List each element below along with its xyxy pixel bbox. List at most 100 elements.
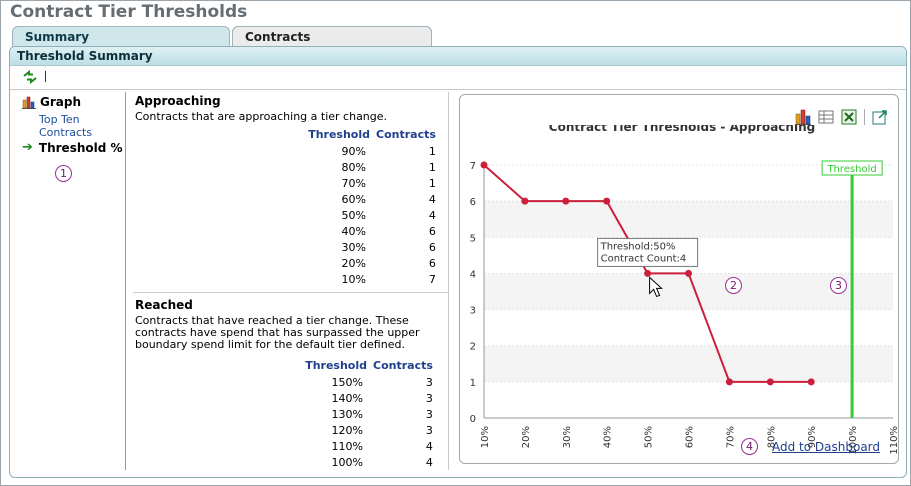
callout-3: 3: [830, 277, 847, 294]
threshold-label: Threshold: [826, 164, 876, 175]
table-row: 10% 7: [287, 271, 436, 287]
mouse-cursor-icon: [649, 276, 663, 298]
approaching-title: Approaching: [135, 94, 221, 108]
data-point: [685, 269, 692, 277]
y-tick-label: 1: [470, 378, 476, 389]
threshold-tables: Approaching Contracts that are approachi…: [127, 92, 449, 470]
threshold-cell: 30%: [341, 240, 366, 254]
threshold-cell: 10%: [341, 272, 366, 286]
contracts-cell: 3: [425, 375, 433, 389]
data-point: [521, 197, 529, 205]
threshold-cell: 40%: [341, 224, 366, 238]
reached-description: Contracts that have reached a tier chang…: [135, 314, 420, 351]
x-tick-label: 30%: [562, 426, 573, 448]
nav-graph-label: Graph: [40, 95, 81, 109]
table-row: 40% 6: [287, 223, 436, 239]
grid-band: [484, 273, 893, 310]
threshold-cell: 110%: [331, 439, 363, 453]
data-point: [603, 197, 611, 205]
reached-title: Reached: [135, 298, 193, 312]
x-tick-label: 40%: [603, 426, 614, 448]
contracts-cell: 3: [425, 391, 433, 405]
data-point: [480, 161, 488, 169]
threshold-cell: 150%: [331, 375, 363, 389]
nav-current-label: Threshold %: [38, 140, 123, 155]
y-tick-label: 5: [470, 233, 476, 244]
chart-title: Contract Tier Thresholds - Approaching: [549, 125, 815, 134]
reached-table: Threshold Contracts 150% 3 140% 3 130% 3 120% 3…: [284, 357, 433, 470]
data-point: [766, 378, 774, 386]
contracts-cell: 6: [428, 256, 436, 270]
col-threshold: Threshold: [308, 128, 370, 141]
callout-4: 4: [741, 438, 758, 455]
x-tick-label: 60%: [685, 426, 696, 448]
table-row: 100% 4: [284, 454, 433, 470]
y-tick-label: 7: [470, 161, 476, 172]
excel-export-icon[interactable]: [841, 109, 857, 125]
tooltip-line2: Contract Count:4: [601, 253, 687, 264]
data-point: [644, 269, 652, 277]
toolbar-separator: [45, 71, 46, 82]
tooltip-line1: Threshold:50%: [600, 241, 676, 252]
left-nav: Graph Top Ten Contracts ➔ Threshold % 1: [10, 92, 126, 470]
nav-top-ten-line2: Contracts: [39, 126, 93, 139]
grid-band: [484, 201, 893, 238]
col-threshold: Threshold: [305, 359, 367, 372]
threshold-cell: 130%: [331, 407, 363, 421]
threshold-cell: 90%: [341, 144, 366, 158]
col-contracts: Contracts: [376, 128, 436, 141]
callout-2: 2: [725, 277, 742, 294]
nav-top-ten-contracts[interactable]: Top Ten Contracts: [39, 113, 92, 139]
y-tick-label: 0: [470, 414, 476, 425]
x-tick-label: 10%: [480, 426, 491, 448]
table-row: 90% 1: [287, 143, 436, 159]
table-row: 30% 6: [287, 239, 436, 255]
nav-graph-heading: Graph: [22, 95, 81, 109]
table-row: 150% 3: [284, 374, 433, 390]
table-row: 130% 3: [284, 406, 433, 422]
tab-contracts[interactable]: Contracts: [232, 26, 432, 46]
y-tick-label: 6: [470, 197, 476, 208]
arrow-right-icon: ➔: [22, 140, 33, 155]
threshold-cell: 120%: [331, 423, 363, 437]
threshold-label-box: [821, 160, 883, 176]
x-tick-label: 50%: [644, 426, 655, 448]
x-tick-label: 110%: [889, 426, 900, 455]
data-point: [807, 378, 815, 386]
x-tick-label: 80%: [766, 426, 777, 448]
contracts-cell: 4: [428, 208, 436, 222]
grid-view-icon[interactable]: [818, 109, 834, 125]
table-row: 110% 4: [284, 438, 433, 454]
refresh-icon[interactable]: [22, 70, 38, 84]
y-tick-label: 4: [470, 269, 476, 280]
threshold-cell: 70%: [341, 176, 366, 190]
add-to-dashboard-link[interactable]: Add to Dashboard: [772, 440, 881, 454]
approaching-table: Threshold Contracts 90% 1 80% 1 70% 1 60% 4 50% 4…: [287, 126, 436, 287]
x-tick-label: 90%: [807, 426, 818, 448]
nav-top-ten-line1: Top Ten: [39, 113, 80, 126]
x-tick-label: 100%: [848, 426, 859, 455]
data-point: [562, 197, 570, 205]
contracts-cell: 4: [425, 455, 433, 469]
bar-chart-icon[interactable]: [795, 109, 811, 125]
y-tick-label: 2: [470, 342, 476, 353]
contracts-cell: 6: [428, 224, 436, 238]
tooltip-box: [597, 237, 699, 267]
popout-icon[interactable]: [872, 109, 888, 125]
threshold-cell: 60%: [341, 192, 366, 206]
data-point: [725, 378, 733, 386]
contracts-cell: 3: [425, 407, 433, 421]
table-row: 120% 3: [284, 422, 433, 438]
tab-summary[interactable]: Summary: [12, 26, 230, 47]
contracts-cell: 1: [428, 160, 436, 174]
panel-title: Threshold Summary: [10, 47, 906, 66]
contracts-cell: 3: [425, 423, 433, 437]
page-title: Contract Tier Thresholds: [10, 2, 248, 22]
threshold-line-chart: Contract Tier Thresholds - Approaching 0…: [470, 125, 900, 455]
table-row: 140% 3: [284, 390, 433, 406]
col-contracts: Contracts: [373, 359, 433, 372]
table-row: 70% 1: [287, 175, 436, 191]
contracts-cell: 1: [428, 144, 436, 158]
contracts-cell: 6: [428, 240, 436, 254]
nav-threshold-percent[interactable]: ➔ Threshold %: [22, 140, 123, 155]
